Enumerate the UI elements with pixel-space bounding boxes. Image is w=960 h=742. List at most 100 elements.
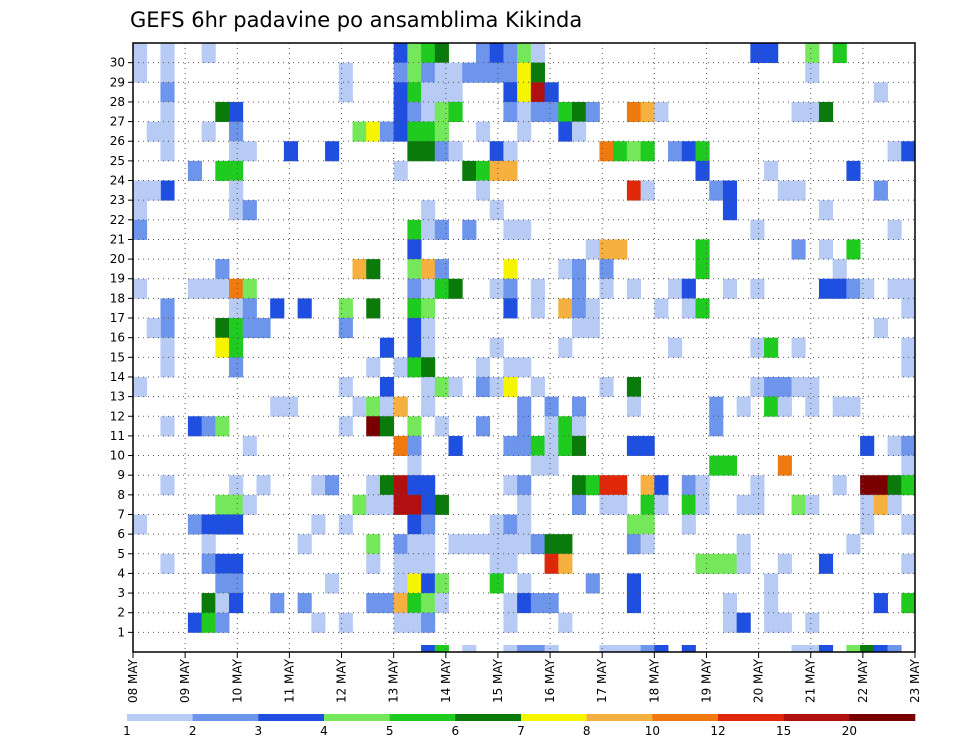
heat-cell [654, 101, 669, 122]
x-tick-label: 08 MAY [126, 658, 140, 703]
strip-cell [846, 645, 861, 652]
strip-cell [544, 645, 559, 652]
heat-cell [626, 180, 642, 201]
heat-cell [517, 573, 532, 594]
legend-label: 15 [776, 724, 791, 738]
x-tick-label: 22 MAY [856, 658, 870, 703]
heat-cell [517, 534, 532, 555]
heat-cell [736, 396, 751, 417]
heat-cell [640, 494, 655, 515]
heat-cell [421, 318, 436, 339]
heat-cell [695, 475, 710, 496]
heat-cell [160, 121, 175, 142]
heat-cell [846, 160, 861, 181]
strip-cell [599, 645, 614, 652]
heat-cell [448, 82, 463, 103]
heat-cell [887, 475, 902, 496]
heat-cell [421, 141, 436, 162]
heat-cell [475, 180, 491, 201]
heat-cell [229, 357, 244, 378]
heat-cell [407, 494, 422, 515]
heat-cell [503, 553, 518, 574]
heat-cell [379, 475, 395, 496]
heat-cell [462, 219, 477, 240]
heat-cell [777, 396, 792, 417]
heat-cell [366, 494, 381, 515]
heat-cell [764, 593, 779, 614]
heat-cell [475, 43, 491, 64]
heat-cell [626, 435, 642, 456]
heat-cell [777, 376, 792, 398]
heat-cell [338, 318, 353, 339]
heat-cell [530, 455, 545, 476]
heat-cell [818, 239, 834, 260]
heat-cell [805, 101, 820, 122]
heat-cell [352, 396, 367, 417]
heat-cell [503, 593, 518, 614]
heat-cell [229, 101, 244, 122]
heat-cell [805, 612, 820, 633]
heat-cell [475, 62, 491, 83]
heat-cell [352, 259, 367, 280]
y-tick-label: 1 [117, 625, 125, 639]
heat-cell [229, 298, 244, 319]
y-tick-label: 21 [110, 232, 125, 246]
heat-cell [750, 376, 765, 398]
x-axis: 08 MAY 09 MAY 10 MAY 11 MAY 12 MAY 13 MAY 14 M… [126, 652, 922, 703]
heat-cell [407, 534, 422, 555]
heat-cell [709, 416, 724, 437]
heat-cell [462, 534, 477, 555]
heat-cell [160, 62, 175, 83]
x-tick-label: 13 MAY [387, 658, 401, 703]
heat-cell [475, 160, 491, 181]
heat-cell [283, 141, 299, 162]
heat-cell [407, 62, 422, 83]
heat-cell [599, 494, 614, 515]
y-tick-label: 15 [110, 350, 125, 364]
heat-cell [681, 475, 696, 496]
heat-cell [626, 396, 642, 417]
heat-cell [736, 612, 751, 633]
heat-cell [187, 612, 202, 633]
heat-cell [777, 553, 792, 574]
heat-cell [352, 494, 367, 515]
heat-cell [599, 259, 614, 280]
heat-cell [681, 494, 696, 515]
heat-cell [407, 573, 422, 594]
heat-cell [407, 82, 422, 103]
heat-cell [750, 475, 765, 496]
heat-cell [722, 278, 738, 299]
heat-cell [338, 376, 353, 398]
strip-cell [640, 645, 655, 652]
heat-cell [393, 357, 408, 378]
heat-cell [764, 612, 779, 633]
heat-cell [434, 376, 449, 398]
heat-cell [668, 337, 683, 358]
heat-cell [722, 553, 738, 574]
legend-label: 12 [710, 724, 725, 738]
heat-cell [558, 612, 573, 633]
heat-cell [434, 62, 449, 83]
heat-cell [530, 593, 545, 614]
heat-cell [517, 357, 532, 378]
heat-cell [530, 278, 545, 299]
heat-cell [242, 298, 257, 319]
heat-cell [517, 396, 532, 417]
x-tick-label: 19 MAY [699, 658, 713, 703]
heat-cell [187, 160, 202, 181]
heat-cell [448, 376, 463, 398]
grid-lines [133, 43, 915, 652]
heat-cell [434, 141, 449, 162]
heat-cell [558, 121, 573, 142]
heat-cell [421, 337, 436, 358]
heat-cell [544, 396, 559, 417]
heat-cell [572, 435, 587, 456]
heat-cell [366, 475, 381, 496]
heat-cell [215, 337, 230, 358]
y-tick-label: 6 [117, 527, 125, 541]
heat-cell [530, 82, 545, 103]
legend-label: 3 [255, 724, 263, 738]
heat-cell [160, 337, 175, 358]
heat-cell [695, 160, 710, 181]
heat-cell [777, 612, 792, 633]
